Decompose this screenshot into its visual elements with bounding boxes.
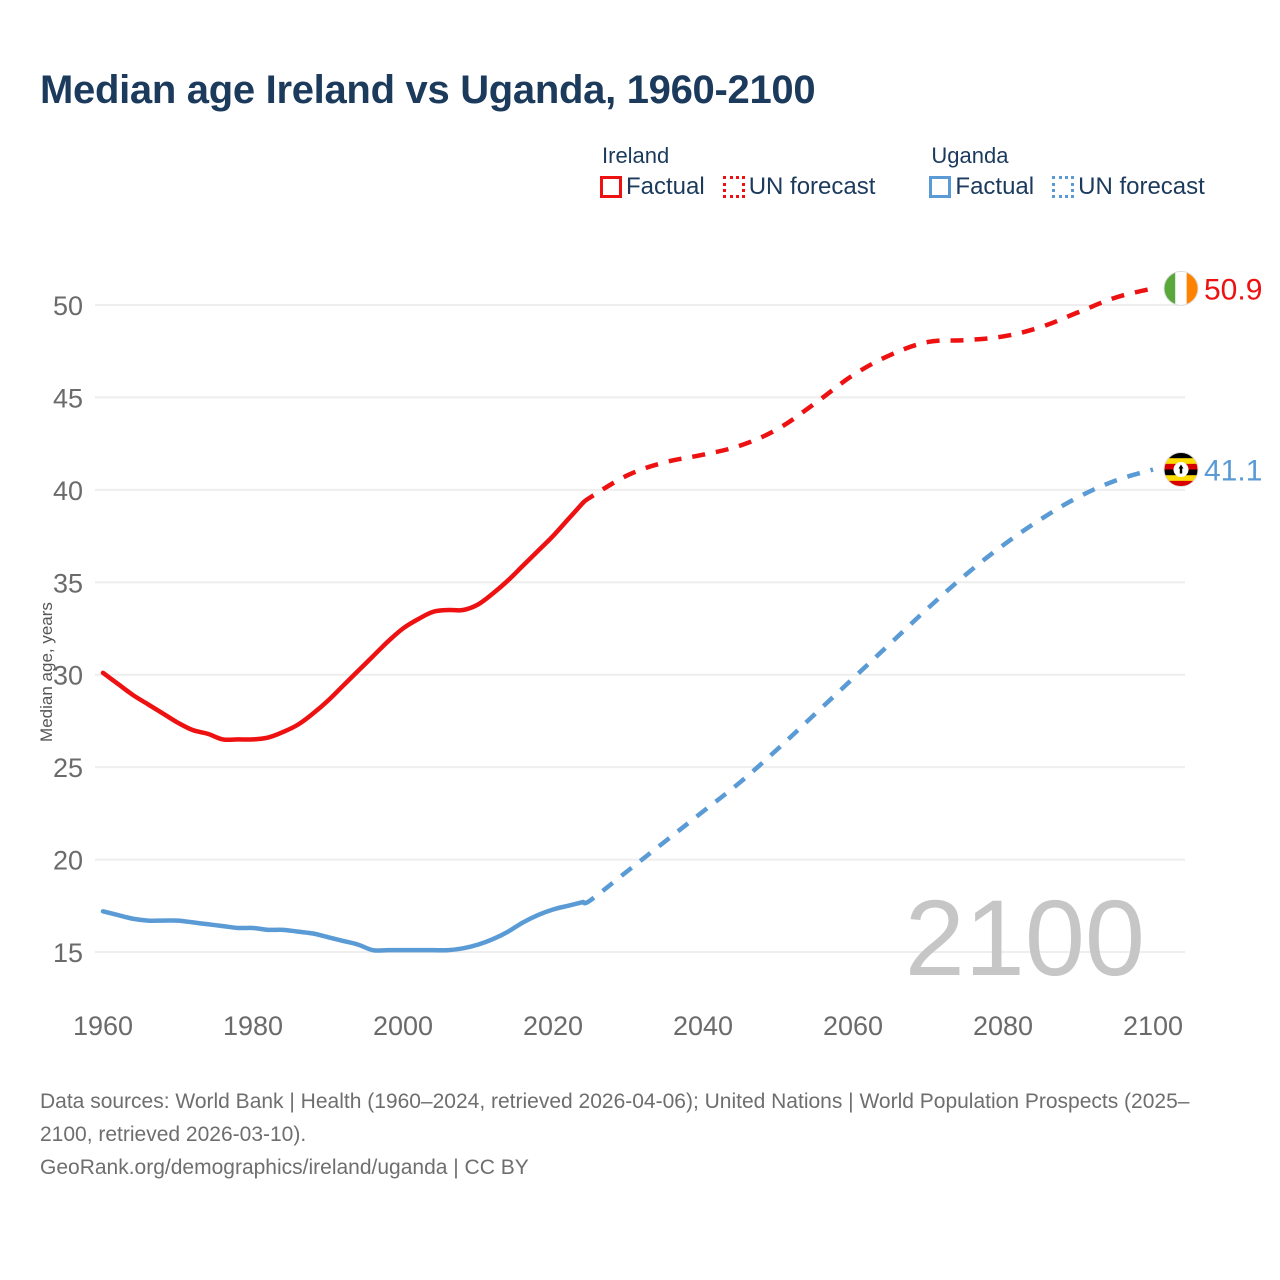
legend-group-ireland: Ireland Factual UN forecast: [600, 142, 875, 200]
y-axis-title: Median age, years: [37, 602, 56, 742]
x-tick-label: 2080: [973, 1011, 1033, 1041]
y-tick-label: 30: [53, 661, 83, 691]
legend-label: UN forecast: [1078, 173, 1205, 200]
line-ireland-factual: [100, 500, 586, 743]
legend-items: Factual UN forecast: [929, 174, 1205, 200]
legend-label: Factual: [955, 173, 1035, 200]
ireland-flag-icon: [1163, 270, 1199, 306]
legend-item-ireland-factual[interactable]: Factual: [600, 174, 705, 200]
legend-item-ireland-un-forecast[interactable]: UN forecast: [722, 173, 876, 200]
footer-attribution: GeoRank.org/demographics/ireland/uganda …: [40, 1156, 529, 1179]
line-ireland-forecast: [581, 286, 1154, 505]
series-end-markers: 50.9 41.1: [1163, 270, 1262, 488]
chart-legend: Ireland Factual UN forecast Uganda Factual UN…: [600, 142, 1205, 200]
legend-swatch-solid: [600, 176, 622, 198]
grid-lines: [95, 304, 1185, 953]
line-uganda-forecast: [581, 467, 1154, 906]
line-uganda-factual: [100, 899, 586, 953]
legend-item-uganda-un-forecast[interactable]: UN forecast: [1052, 174, 1205, 200]
legend-swatch-solid: [929, 176, 952, 198]
y-tick-label: 20: [53, 846, 83, 876]
legend-swatch-dotted: [722, 176, 745, 198]
legend-item-uganda-factual[interactable]: Factual: [929, 174, 1034, 200]
y-axis-tick-labels: 15 20 25 30 35 40 45 50: [53, 291, 83, 968]
x-tick-label: 2100: [1123, 1011, 1183, 1041]
x-tick-label: 2020: [523, 1011, 583, 1041]
x-axis-tick-labels: 1960 1980 2000 2020 2040 2060 2080 2100: [73, 1011, 1183, 1041]
y-tick-label: 35: [53, 568, 83, 598]
x-tick-label: 2060: [823, 1011, 883, 1041]
series-lines: [100, 286, 1154, 953]
legend-label: UN forecast: [748, 173, 876, 200]
y-tick-label: 15: [53, 938, 83, 968]
page-title: Median age Ireland vs Uganda, 1960-2100: [40, 68, 816, 112]
x-tick-label: 2000: [373, 1011, 433, 1041]
footer-credits: Data sources: World Bank | Health (1960–…: [40, 1085, 1190, 1184]
y-tick-label: 50: [53, 291, 83, 321]
end-value-ireland: 50.9: [1204, 273, 1262, 306]
legend-group-title: Uganda: [931, 143, 1009, 168]
uganda-flag-icon: [1163, 452, 1199, 488]
legend-group-uganda: Uganda Factual UN forecast: [929, 142, 1205, 200]
x-tick-label: 1960: [73, 1011, 133, 1041]
end-value-uganda: 41.1: [1204, 455, 1262, 488]
footer-sources: Data sources: World Bank | Health (1960–…: [40, 1090, 1190, 1146]
chart-plot: 15 20 25 30 35 40 45 50 1960 1980 2000 2020 2040 206…: [37, 270, 1262, 1041]
legend-swatch-dotted: [1052, 176, 1075, 198]
y-tick-label: 25: [53, 753, 83, 783]
x-tick-label: 2040: [673, 1011, 733, 1041]
legend-group-title: Ireland: [602, 143, 670, 168]
y-tick-label: 45: [53, 383, 83, 413]
year-watermark: 2100: [905, 877, 1145, 998]
x-tick-label: 1980: [223, 1011, 283, 1041]
legend-label: Factual: [626, 173, 705, 200]
legend-items: Factual UN forecast: [600, 174, 875, 200]
y-tick-label: 40: [53, 476, 83, 506]
